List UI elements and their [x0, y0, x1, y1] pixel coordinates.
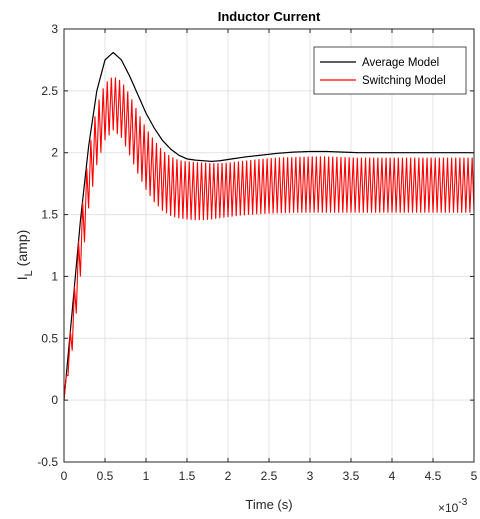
x-tick-label: 0 [61, 469, 68, 483]
x-tick-label: 0.5 [97, 469, 114, 483]
x-tick-label: 4 [389, 469, 396, 483]
x-tick-label: 3.5 [343, 469, 360, 483]
y-tick-label: 1.5 [41, 208, 58, 222]
average-model-line [63, 51, 474, 401]
y-axis-label-rest: (amp) [14, 230, 30, 270]
x-axis-label: Time (s) [245, 497, 292, 512]
y-tick-label: 1 [51, 269, 58, 283]
legend-label-switching-model: Switching Model [362, 75, 446, 87]
switching-model-series [63, 77, 475, 401]
y-axis-label-main: I [14, 276, 30, 280]
y-tick-label: 2 [51, 146, 58, 160]
x-exponent-power: -3 [458, 497, 467, 508]
switching-model-line [63, 77, 475, 401]
y-tick-label: -0.5 [37, 455, 58, 469]
y-axis-label-sub: L [23, 270, 35, 276]
x-exponent-label: ×10-3 [438, 497, 468, 515]
x-tick-label: 2.5 [261, 469, 278, 483]
x-tick-label: 2 [225, 469, 232, 483]
average-model-series [63, 51, 474, 401]
legend: Average Model Switching Model [313, 46, 467, 95]
x-exponent-base: ×10 [438, 501, 459, 515]
x-tick-label: 4.5 [425, 469, 442, 483]
legend-label-average-model: Average Model [362, 57, 439, 69]
x-tick-label: 1 [143, 469, 150, 483]
y-tick-label: 0 [51, 393, 58, 407]
y-axis-ticks: -0.5 0 0.5 1 1.5 2 2.5 3 [37, 22, 474, 469]
x-tick-label: 5 [471, 469, 478, 483]
x-tick-label: 1.5 [179, 469, 196, 483]
chart-title: Inductor Current [218, 9, 321, 24]
y-axis-label: IL (amp) [14, 230, 35, 280]
y-tick-label: 3 [51, 22, 58, 36]
grid [64, 29, 474, 462]
y-tick-label: 0.5 [41, 331, 58, 345]
y-tick-label: 2.5 [41, 84, 58, 98]
legend-box [313, 46, 467, 95]
x-axis-ticks: 0 0.5 1 1.5 2 2.5 3 3.5 4 4.5 5 [61, 29, 478, 483]
x-tick-label: 3 [307, 469, 314, 483]
